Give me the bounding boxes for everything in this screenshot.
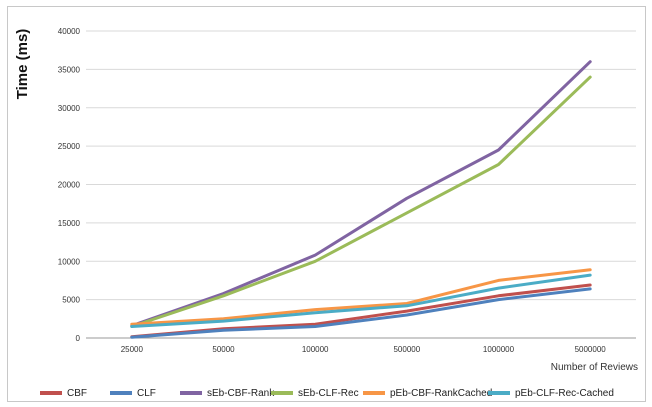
- y-tick-labels: 0 5000 10000 15000 20000 25000 30000 35000 40000: [58, 27, 81, 343]
- y-tick-label: 10000: [58, 257, 81, 266]
- y-tick-label: 5000: [62, 296, 80, 305]
- series-line-seb-clf-rec: [130, 75, 592, 328]
- x-tick-label: 100000: [302, 345, 329, 354]
- series-line-cbf: [130, 283, 592, 339]
- series-line-peb-cbf-rankcached: [130, 268, 592, 326]
- y-tick-label: 40000: [58, 27, 81, 36]
- x-tick-label: 50000: [212, 345, 235, 354]
- legend-label: pEb-CLF-Rec-Cached: [515, 388, 614, 399]
- y-tick-label: 20000: [58, 181, 81, 190]
- line-chart: 0 5000 10000 15000 20000 25000 30000 35000 40000…: [14, 27, 638, 399]
- series-line-clf: [130, 287, 592, 339]
- y-tick-label: 25000: [58, 142, 81, 151]
- y-tick-label: 15000: [58, 219, 81, 228]
- legend-label: pEb-CBF-RankCached: [390, 388, 492, 399]
- series-line-seb-cbf-rank: [130, 60, 592, 328]
- y-tick-label: 0: [76, 334, 81, 343]
- x-tick-label: 1000000: [483, 345, 515, 354]
- x-axis-title: Number of Reviews: [551, 362, 638, 373]
- y-tick-label: 30000: [58, 104, 81, 113]
- y-axis-title: Time (ms): [14, 29, 31, 100]
- legend: CBF CLF sEb-CBF-Rank sEb-CLF-Rec pEb-CBF-Ran…: [40, 388, 614, 399]
- series-line-peb-clf-rec-cached: [130, 273, 592, 328]
- x-tick-label: 25000: [121, 345, 144, 354]
- legend-label: sEb-CBF-Rank: [207, 388, 275, 399]
- grid-lines: [86, 30, 636, 339]
- legend-label: sEb-CLF-Rec: [298, 388, 359, 399]
- series-lines: [130, 60, 592, 339]
- legend-label: CBF: [67, 388, 87, 399]
- legend-label: CLF: [137, 388, 156, 399]
- x-tick-label: 5000000: [575, 345, 607, 354]
- x-tick-labels: 25000 50000 100000 500000 1000000 5000000: [121, 345, 607, 354]
- y-tick-label: 35000: [58, 65, 81, 74]
- chart-frame: 0 5000 10000 15000 20000 25000 30000 35000 40000…: [7, 6, 646, 402]
- x-tick-label: 500000: [393, 345, 420, 354]
